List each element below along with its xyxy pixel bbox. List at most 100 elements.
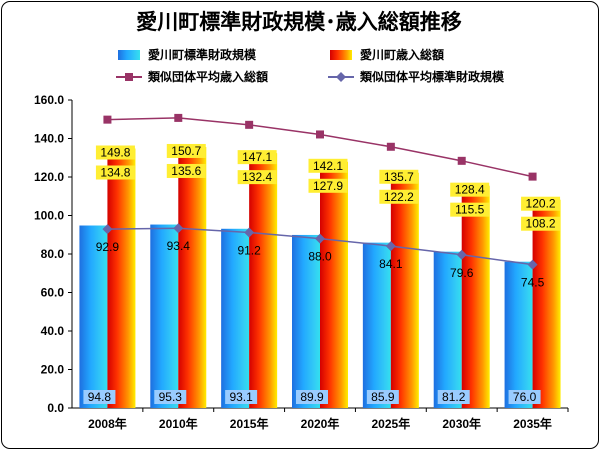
y-tick-label: 40.0 bbox=[41, 324, 65, 338]
label-revenue-total: 132.4 bbox=[242, 170, 272, 184]
x-tick-label: 2010年 bbox=[159, 416, 198, 431]
label-standard-fiscal-size-bg bbox=[296, 390, 328, 404]
y-tick-label: 80.0 bbox=[41, 247, 65, 261]
bar-standard-fiscal-size bbox=[504, 261, 533, 408]
legend-swatch bbox=[118, 50, 140, 60]
bar-revenue-total bbox=[249, 153, 278, 408]
line-similar-fiscal-marker bbox=[315, 233, 325, 244]
label-similar-fiscal-avg: 88.0 bbox=[308, 250, 332, 264]
x-tick-label: 2025年 bbox=[372, 416, 411, 431]
line-similar-revenue-marker bbox=[103, 115, 112, 124]
label-revenue-total-bg bbox=[308, 178, 348, 193]
label-similar-revenue-avg: 149.8 bbox=[100, 146, 130, 160]
label-revenue-total-bg bbox=[166, 163, 206, 178]
label-similar-revenue-avg-bg bbox=[237, 150, 277, 165]
legend-label: 愛川町歳入総額 bbox=[360, 47, 444, 62]
label-revenue-total: 108.2 bbox=[526, 217, 556, 231]
bar-revenue-total bbox=[320, 161, 348, 408]
x-tick-label: 2008年 bbox=[88, 416, 127, 431]
label-standard-fiscal-size-bg bbox=[437, 390, 470, 404]
bar-revenue-total bbox=[178, 146, 207, 408]
x-tick-label: 2020年 bbox=[301, 416, 340, 431]
y-tick-label: 140.0 bbox=[34, 132, 64, 146]
line-similar-fiscal-marker bbox=[456, 249, 467, 260]
y-tick-label: 100.0 bbox=[34, 209, 64, 223]
label-standard-fiscal-size: 89.9 bbox=[300, 390, 324, 404]
bar-revenue-total bbox=[461, 185, 490, 408]
line-similar-revenue-marker bbox=[174, 113, 183, 122]
label-similar-fiscal-avg: 84.1 bbox=[379, 257, 403, 271]
bar-revenue-total bbox=[107, 148, 136, 408]
label-revenue-total-bg bbox=[95, 165, 135, 180]
label-revenue-total: 115.5 bbox=[455, 203, 484, 217]
label-similar-fiscal-avg: 74.5 bbox=[521, 276, 545, 290]
chart-title: 愛川町標準財政規模･歳入総額推移 bbox=[136, 10, 462, 34]
x-tick-label: 2030年 bbox=[442, 416, 481, 431]
label-similar-revenue-avg: 142.1 bbox=[313, 159, 343, 173]
label-revenue-total: 134.8 bbox=[100, 166, 130, 180]
label-revenue-total: 122.2 bbox=[384, 190, 414, 204]
y-tick-label: 60.0 bbox=[41, 286, 65, 300]
legend-marker bbox=[125, 73, 133, 81]
label-standard-fiscal-size-bg bbox=[366, 390, 399, 404]
label-revenue-total: 135.6 bbox=[171, 164, 201, 178]
y-tick-label: 20.0 bbox=[41, 363, 65, 377]
label-similar-revenue-avg-bg bbox=[166, 143, 206, 158]
line-similar-revenue-marker bbox=[386, 142, 395, 151]
label-revenue-total-bg bbox=[379, 189, 419, 204]
bar-revenue-total bbox=[390, 172, 419, 408]
y-tick-label: 0.0 bbox=[47, 401, 64, 415]
label-revenue-total-bg bbox=[450, 202, 490, 217]
bars bbox=[79, 146, 561, 408]
bar-standard-fiscal-size bbox=[79, 225, 108, 408]
label-similar-revenue-avg: 120.2 bbox=[526, 197, 556, 211]
label-similar-revenue-avg-bg bbox=[95, 145, 135, 160]
line-similar-revenue-marker bbox=[245, 120, 254, 129]
label-standard-fiscal-size-bg bbox=[83, 390, 116, 404]
label-standard-fiscal-size: 81.2 bbox=[442, 390, 466, 404]
legend-label: 愛川町標準財政規模 bbox=[148, 47, 257, 62]
label-similar-revenue-avg: 135.7 bbox=[384, 170, 414, 184]
bar-revenue-total bbox=[532, 199, 561, 408]
label-similar-revenue-avg-bg bbox=[379, 169, 419, 184]
line-similar-fiscal-marker bbox=[244, 227, 255, 238]
label-similar-fiscal-avg: 91.2 bbox=[237, 243, 261, 257]
label-standard-fiscal-size-bg bbox=[508, 390, 541, 404]
x-tick-label: 2035年 bbox=[513, 416, 552, 431]
label-similar-fiscal-avg: 93.4 bbox=[167, 239, 191, 253]
bar-standard-fiscal-size bbox=[433, 251, 462, 408]
label-standard-fiscal-size: 94.8 bbox=[88, 390, 112, 404]
label-revenue-total-bg bbox=[237, 170, 277, 185]
label-similar-revenue-avg-bg bbox=[308, 158, 348, 173]
line-similar-fiscal-marker bbox=[527, 259, 538, 270]
bar-standard-fiscal-size bbox=[150, 224, 179, 408]
label-similar-fiscal-avg: 79.6 bbox=[450, 266, 474, 280]
line-similar-fiscal-marker bbox=[173, 223, 184, 234]
line-similar-fiscal-marker bbox=[385, 241, 396, 252]
lines bbox=[102, 113, 538, 270]
legend-label: 類似団体平均標準財政規模 bbox=[359, 69, 505, 84]
label-similar-revenue-avg: 147.1 bbox=[242, 150, 272, 164]
line-similar-revenue-marker bbox=[528, 172, 537, 181]
label-standard-fiscal-size: 85.9 bbox=[371, 390, 395, 404]
label-revenue-total: 127.9 bbox=[313, 179, 343, 193]
label-standard-fiscal-size-bg bbox=[225, 390, 258, 404]
x-tick-label: 2015年 bbox=[230, 416, 269, 431]
label-similar-revenue-avg-bg bbox=[450, 182, 490, 197]
bar-standard-fiscal-size bbox=[292, 234, 320, 408]
label-similar-revenue-avg: 128.4 bbox=[455, 183, 485, 197]
legend-marker bbox=[336, 72, 346, 82]
bar-standard-fiscal-size bbox=[221, 228, 250, 408]
legend-label: 類似団体平均歳入総額 bbox=[147, 69, 268, 84]
y-tick-label: 160.0 bbox=[34, 93, 64, 107]
data-labels: 94.8 134.8 149.8 92.9 95.3 135.6 150.7 93.4 93.1… bbox=[83, 143, 561, 404]
line-similar-revenue-marker bbox=[457, 156, 466, 165]
label-similar-revenue-avg-bg bbox=[521, 196, 561, 211]
y-tick-label: 120.0 bbox=[34, 170, 64, 184]
label-similar-revenue-avg: 150.7 bbox=[171, 144, 201, 158]
label-standard-fiscal-size: 76.0 bbox=[513, 390, 537, 404]
line-similar-fiscal-marker bbox=[102, 224, 113, 235]
bar-standard-fiscal-size bbox=[362, 242, 391, 408]
label-standard-fiscal-size-bg bbox=[154, 390, 187, 404]
